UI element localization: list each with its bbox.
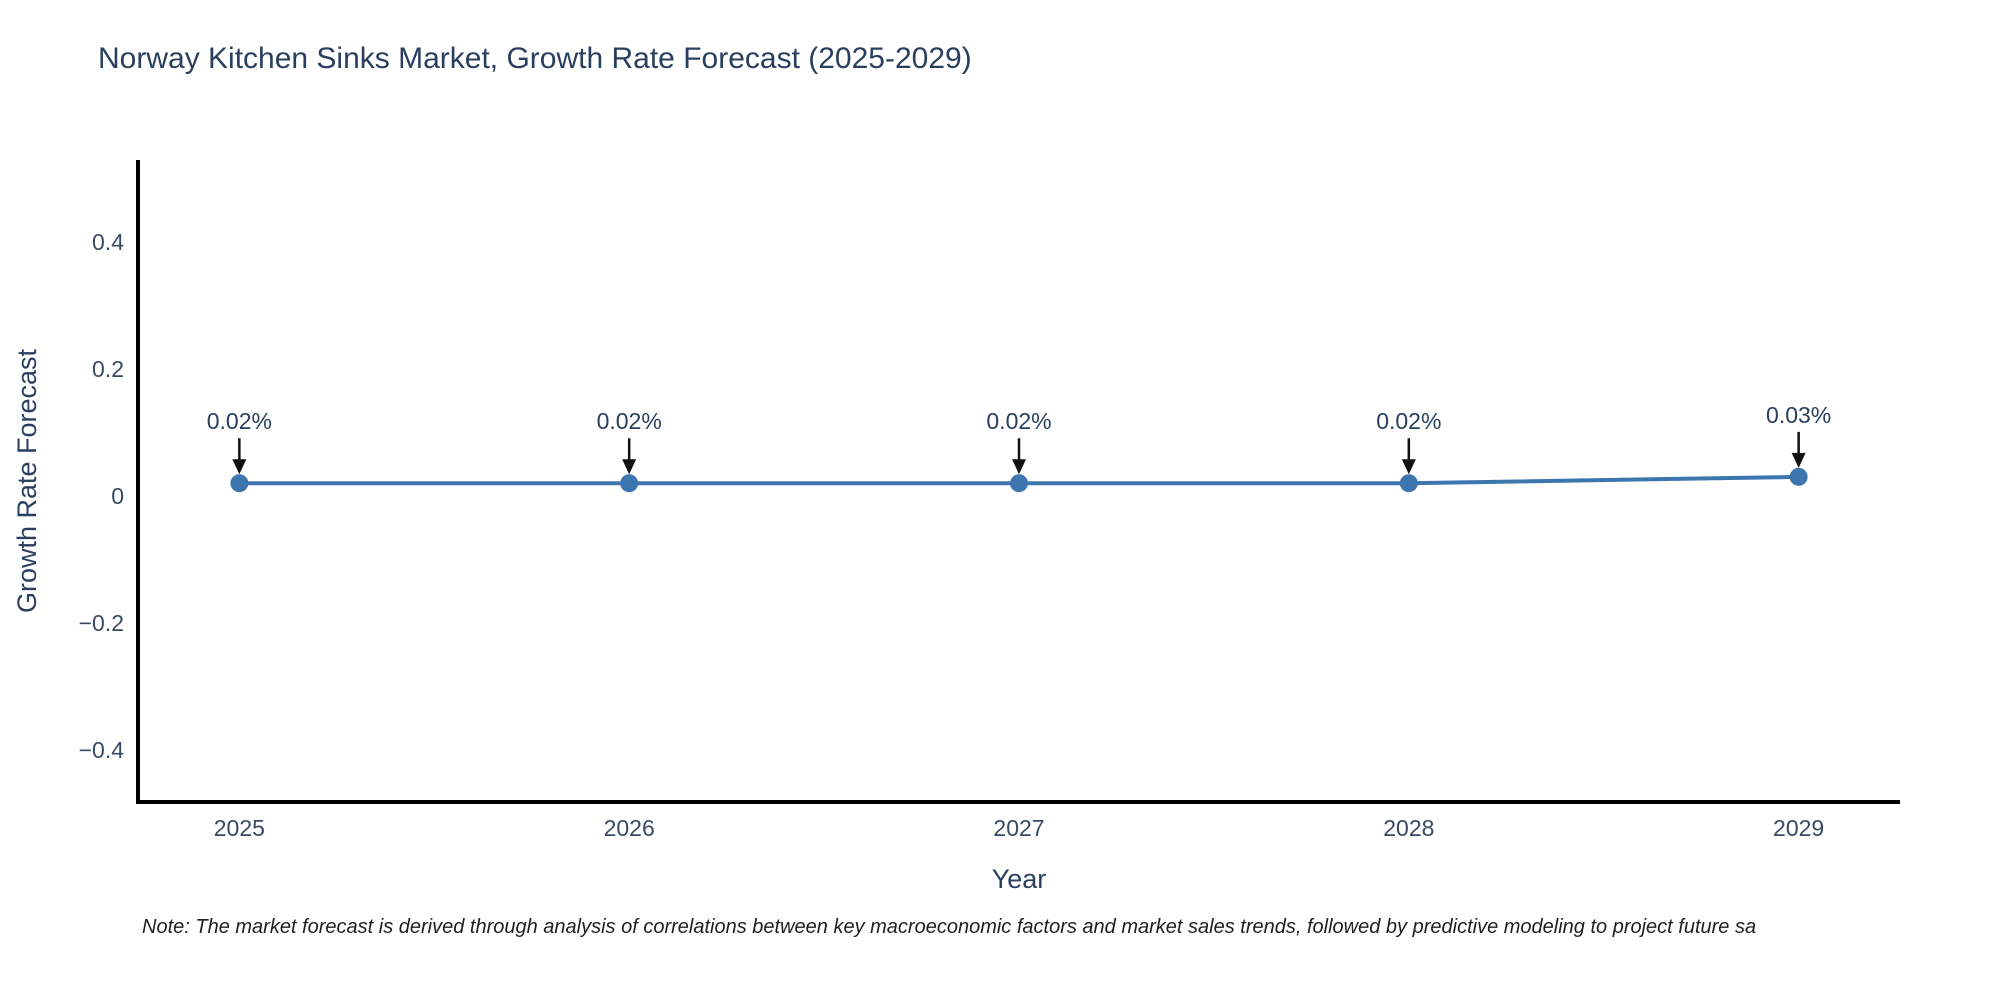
y-tick-label: 0 bbox=[111, 483, 124, 509]
x-tick-label: 2025 bbox=[214, 815, 265, 841]
x-tick-label: 2027 bbox=[993, 815, 1044, 841]
y-tick-label: 0.2 bbox=[92, 356, 124, 382]
x-axis-title: Year bbox=[992, 864, 1047, 894]
annotation-arrowhead-icon bbox=[622, 459, 637, 475]
annotation-label: 0.02% bbox=[986, 408, 1051, 434]
y-tick-label: −0.4 bbox=[79, 737, 125, 763]
annotation-arrowhead-icon bbox=[232, 459, 247, 475]
annotation-arrowhead-icon bbox=[1012, 459, 1026, 475]
x-tick-label: 2028 bbox=[1383, 815, 1434, 841]
y-tick-label: 0.4 bbox=[92, 229, 124, 255]
y-tick-label: −0.2 bbox=[79, 610, 124, 636]
x-tick-label: 2029 bbox=[1773, 815, 1824, 841]
annotation-label: 0.02% bbox=[1376, 408, 1441, 434]
data-point[interactable] bbox=[230, 474, 249, 493]
annotation-label: 0.02% bbox=[597, 408, 662, 434]
y-axis-title: Growth Rate Forecast bbox=[12, 348, 42, 613]
footnote: Note: The market forecast is derived thr… bbox=[142, 916, 1757, 938]
x-tick-label: 2026 bbox=[604, 815, 655, 841]
annotation-arrowhead-icon bbox=[1791, 452, 1806, 468]
annotation-label: 0.02% bbox=[207, 408, 272, 434]
chart-title: Norway Kitchen Sinks Market, Growth Rate… bbox=[98, 42, 972, 75]
data-point[interactable] bbox=[1789, 467, 1808, 486]
annotation-label: 0.03% bbox=[1766, 402, 1831, 428]
annotation-arrowhead-icon bbox=[1401, 459, 1416, 475]
data-point[interactable] bbox=[1010, 474, 1028, 493]
data-point[interactable] bbox=[620, 474, 639, 493]
data-point[interactable] bbox=[1399, 474, 1418, 493]
